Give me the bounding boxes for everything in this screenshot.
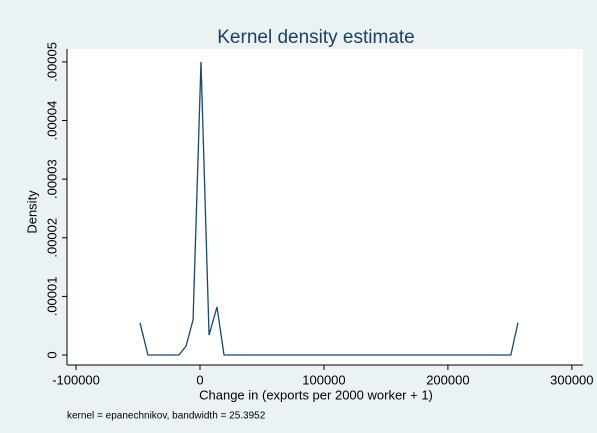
x-tick-label: -100000 xyxy=(52,372,100,387)
x-tick-label: 200000 xyxy=(426,372,469,387)
x-tick-label: 300000 xyxy=(550,372,593,387)
y-axis-label: Density xyxy=(24,190,39,234)
y-tick-label: .00003 xyxy=(44,159,59,199)
y-tick-label: 0 xyxy=(44,351,59,358)
note: kernel = epanechnikov, bandwidth = 25.39… xyxy=(67,411,266,422)
y-tick-label: .00001 xyxy=(44,277,59,317)
density-line xyxy=(139,61,519,356)
x-axis-label: Change in (exports per 2000 worker + 1) xyxy=(199,387,433,402)
y-tick-label: .00002 xyxy=(44,218,59,258)
x-tick-label: 0 xyxy=(196,372,203,387)
y-tick-label: .00004 xyxy=(44,101,59,141)
x-tick-label: 100000 xyxy=(302,372,345,387)
plot-area xyxy=(67,49,583,365)
chart-title: Kernel density estimate xyxy=(217,27,415,48)
y-tick-label: .00005 xyxy=(44,42,59,82)
